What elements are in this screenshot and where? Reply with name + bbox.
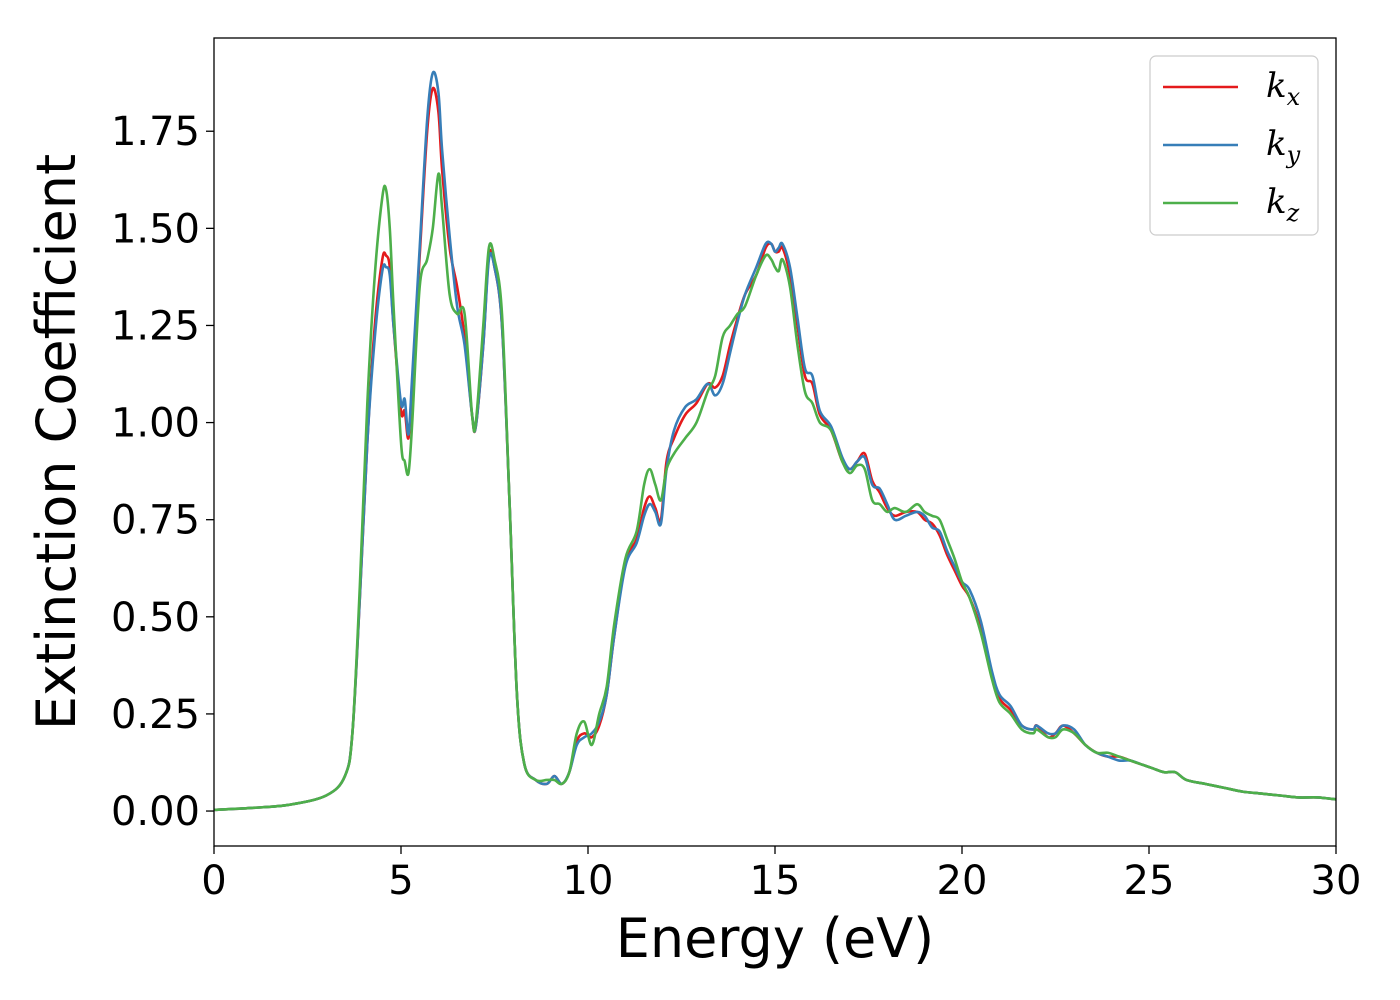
x-tick-label: 30 (1311, 858, 1362, 904)
y-tick-label: 0.75 (111, 498, 200, 544)
series-line-z (213, 172, 1337, 812)
y-axis-ticks: 0.00 0.25 0.50 0.75 1.00 1.25 1.50 1.75 (111, 109, 214, 835)
x-tick-label: 10 (563, 858, 614, 904)
series-layer (213, 70, 1337, 812)
series-line-y (213, 70, 1337, 812)
y-tick-label: 0.00 (111, 789, 200, 835)
x-tick-label: 20 (937, 858, 988, 904)
y-tick-label: 0.25 (111, 692, 200, 738)
x-tick-label: 0 (201, 858, 226, 904)
y-tick-label: 1.00 (111, 401, 200, 447)
x-tick-label: 5 (388, 858, 413, 904)
x-tick-label: 25 (1124, 858, 1175, 904)
legend-label-y: ky (1266, 124, 1301, 169)
y-tick-label: 1.25 (111, 303, 200, 349)
y-tick-label: 0.50 (111, 595, 200, 641)
y-tick-label: 1.50 (111, 206, 200, 252)
x-axis-label: Energy (eV) (616, 907, 935, 970)
y-tick-label: 1.75 (111, 109, 200, 155)
x-tick-label: 15 (750, 858, 801, 904)
y-axis-label: Extinction Coefficient (25, 154, 88, 730)
x-axis-ticks: 0 5 10 15 20 25 30 (201, 846, 1361, 904)
